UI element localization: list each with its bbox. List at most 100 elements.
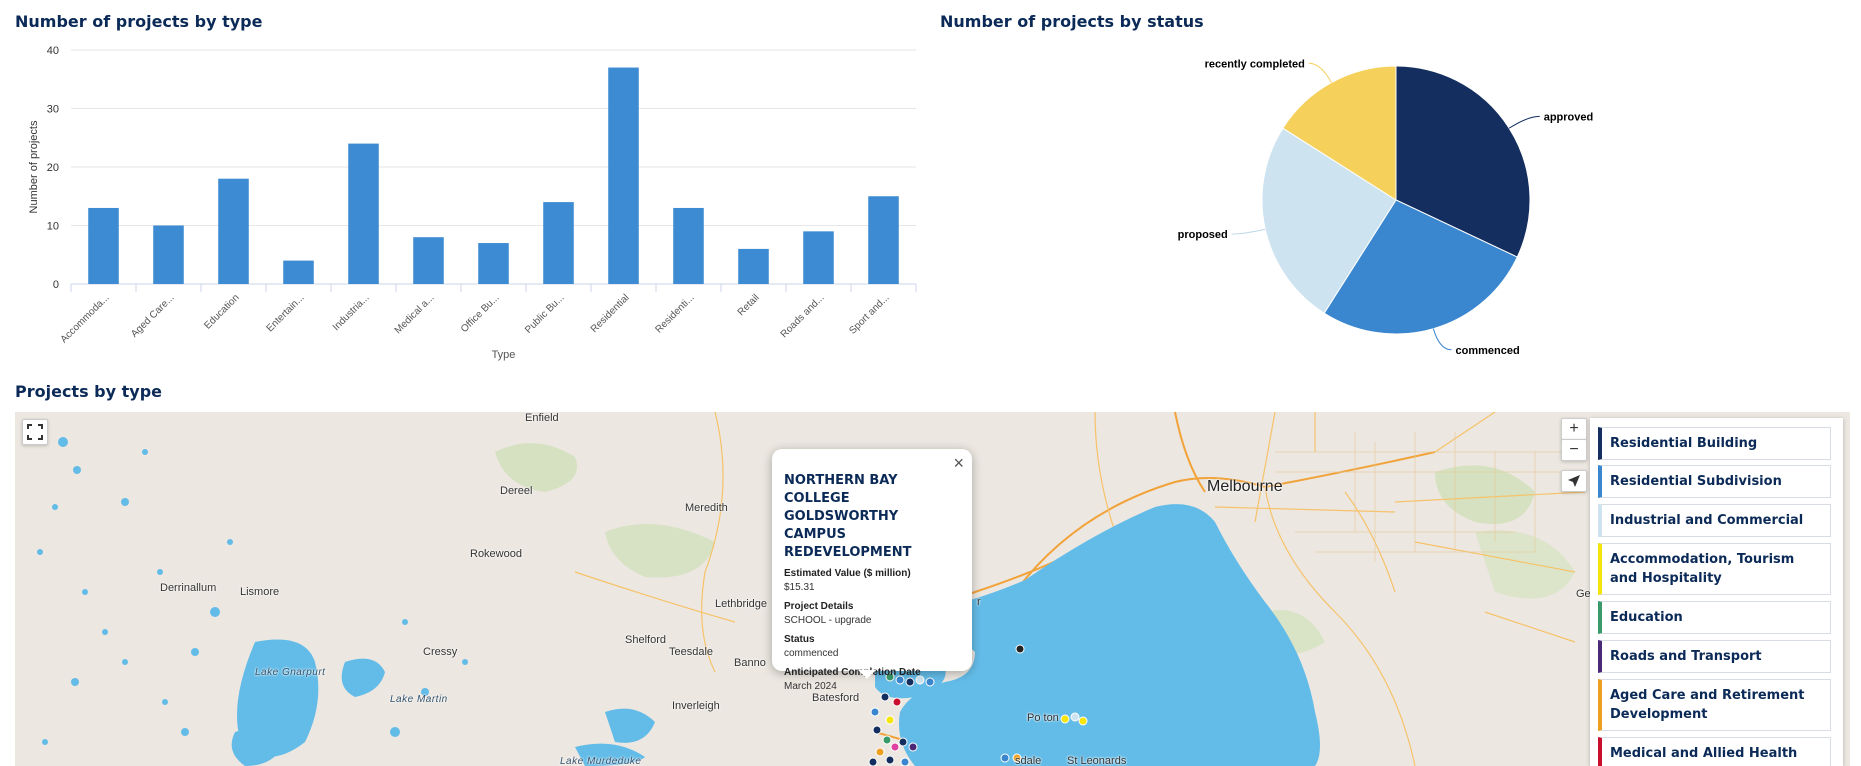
legend-item-industrial-commercial[interactable]: Industrial and Commercial bbox=[1598, 504, 1831, 537]
y-tick-label: 20 bbox=[47, 162, 59, 174]
map-label-werribee-partial: r bbox=[977, 596, 981, 608]
x-tick-label: Public Bu... bbox=[523, 292, 567, 336]
pie-label: proposed bbox=[1178, 229, 1228, 241]
popup-title: NORTHERN BAY COLLEGE GOLDSWORTHY CAMPUS … bbox=[784, 473, 912, 560]
zoom-out-button[interactable]: − bbox=[1561, 439, 1587, 461]
map-label-dereel: Dereel bbox=[500, 485, 533, 497]
x-tick-label: Education bbox=[202, 292, 241, 331]
y-tick-label: 10 bbox=[47, 221, 59, 233]
map-label-teesdale: Teesdale bbox=[669, 646, 714, 658]
legend-item-label: Residential Building bbox=[1610, 436, 1758, 451]
zoom-in-button[interactable]: + bbox=[1561, 418, 1587, 440]
pie-connector bbox=[1231, 228, 1266, 235]
bar bbox=[543, 202, 574, 284]
map-section-title: Projects by type bbox=[15, 382, 163, 401]
legend-item-residential-building[interactable]: Residential Building bbox=[1598, 427, 1831, 460]
legend-item-label: Medical and Allied Health bbox=[1610, 746, 1798, 761]
x-tick-label: Accommoda... bbox=[59, 292, 112, 345]
pie-slice bbox=[1395, 65, 1531, 258]
map-label-drysdale: sdale bbox=[1015, 755, 1042, 766]
bar bbox=[478, 243, 509, 284]
pie-connector bbox=[1432, 328, 1452, 351]
x-tick-label: Residential bbox=[589, 292, 632, 335]
bar bbox=[803, 231, 834, 284]
map-legend: Residential Building Residential Subdivi… bbox=[1590, 418, 1843, 766]
bar-chart-title: Number of projects by type bbox=[15, 12, 263, 31]
map-label-lismore: Lismore bbox=[240, 586, 280, 598]
bar bbox=[153, 225, 184, 284]
legend-item-label: Roads and Transport bbox=[1610, 649, 1762, 664]
y-tick-label: 40 bbox=[47, 45, 59, 57]
legend-item-roads-transport[interactable]: Roads and Transport bbox=[1598, 640, 1831, 673]
x-tick-label: Entertain... bbox=[265, 292, 307, 334]
locate-button[interactable] bbox=[1561, 470, 1587, 492]
x-tick-label: Industria... bbox=[331, 292, 372, 333]
bar bbox=[673, 207, 704, 284]
x-tick-label: Roads and... bbox=[779, 292, 827, 340]
map-label-derrinallum: Derrinallum bbox=[160, 582, 217, 594]
pie-label: approved bbox=[1544, 111, 1594, 123]
y-axis-title: Number of projects bbox=[28, 120, 40, 213]
map-label-geelong-partial: Ge bbox=[1576, 588, 1591, 600]
legend-item-accommodation[interactable]: Accommodation, Tourism and Hospitality bbox=[1598, 543, 1831, 595]
map-basemap bbox=[37, 412, 1586, 766]
bar bbox=[283, 260, 314, 284]
x-tick-label: Office Bu... bbox=[459, 292, 502, 335]
map-label-enfield: Enfield bbox=[525, 412, 559, 424]
pie-chart: approved commenced proposed recently comple… bbox=[1178, 58, 1594, 357]
legend-item-residential-subdivision[interactable]: Residential Subdivision bbox=[1598, 465, 1831, 498]
x-tick-label: Aged Care... bbox=[129, 292, 176, 339]
bar bbox=[738, 248, 769, 284]
y-tick-label: 30 bbox=[47, 104, 59, 116]
bar-chart: 0 10 20 30 40 Accommoda... Aged Care... Educati… bbox=[28, 45, 917, 361]
pie-chart-title: Number of projects by status bbox=[940, 12, 1204, 31]
legend-item-label: Residential Subdivision bbox=[1610, 474, 1782, 489]
legend-item-medical[interactable]: Medical and Allied Health bbox=[1598, 737, 1831, 766]
map-label-melbourne: Melbourne bbox=[1207, 478, 1283, 495]
map-label-inverleigh: Inverleigh bbox=[672, 700, 720, 712]
map-label-shelford: Shelford bbox=[625, 634, 666, 646]
legend-item-label: Education bbox=[1610, 610, 1683, 625]
popup-field-label: Estimated Value ($ million) bbox=[784, 568, 911, 579]
pie-label: commenced bbox=[1456, 345, 1520, 357]
pie-label: recently completed bbox=[1205, 58, 1305, 70]
legend-item-label: Aged Care and Retirement Development bbox=[1610, 688, 1805, 722]
legend-item-label: Industrial and Commercial bbox=[1610, 513, 1804, 528]
popup-field-value: SCHOOL - upgrade bbox=[784, 615, 872, 626]
x-tick-label: Sport and... bbox=[847, 292, 891, 336]
popup-tip bbox=[858, 670, 876, 679]
map-label-meredith: Meredith bbox=[685, 502, 728, 514]
popup-field-label: Status bbox=[784, 634, 815, 645]
bar bbox=[868, 196, 899, 284]
popup-field-value: commenced bbox=[784, 648, 839, 659]
bar bbox=[348, 143, 379, 284]
map-label-lethbridge: Lethbridge bbox=[715, 598, 767, 610]
x-tick-label: Retail bbox=[736, 292, 762, 318]
bar bbox=[88, 207, 119, 284]
legend-item-education[interactable]: Education bbox=[1598, 601, 1831, 634]
map-label-batesford: Batesford bbox=[812, 692, 860, 704]
popup-field-label: Anticipated Completion Date bbox=[784, 667, 921, 678]
popup-field-label: Project Details bbox=[784, 601, 854, 612]
pie-connector bbox=[1308, 62, 1332, 83]
popup-field-value: March 2024 bbox=[784, 681, 837, 692]
x-tick-label: Medical a... bbox=[393, 292, 437, 336]
popup-field-value: $15.31 bbox=[784, 582, 815, 593]
fullscreen-icon bbox=[27, 424, 43, 440]
map-label-cressy: Cressy bbox=[423, 646, 458, 658]
map-label-lake-gnarpurt: Lake Gnarpurt bbox=[255, 667, 326, 678]
bar bbox=[608, 67, 639, 284]
projects-map[interactable]: Enfield Dereel Meredith Rokewood Derrina… bbox=[15, 412, 1850, 766]
legend-item-aged-care[interactable]: Aged Care and Retirement Development bbox=[1598, 679, 1831, 731]
close-icon[interactable]: × bbox=[953, 453, 964, 473]
x-tick-label: Residenti... bbox=[653, 292, 696, 335]
map-label-portarlington: Po ton bbox=[1027, 712, 1059, 724]
map-label-bannockburn: Banno bbox=[734, 657, 766, 669]
pie-connector bbox=[1508, 115, 1540, 129]
x-axis-title: Type bbox=[492, 349, 516, 361]
map-label-rokewood: Rokewood bbox=[470, 548, 522, 560]
map-label-lake-murdeduke: Lake Murdeduke bbox=[560, 756, 642, 766]
legend-item-label: Accommodation, Tourism and Hospitality bbox=[1610, 552, 1795, 586]
fullscreen-button[interactable] bbox=[22, 419, 48, 445]
bar bbox=[413, 237, 444, 284]
